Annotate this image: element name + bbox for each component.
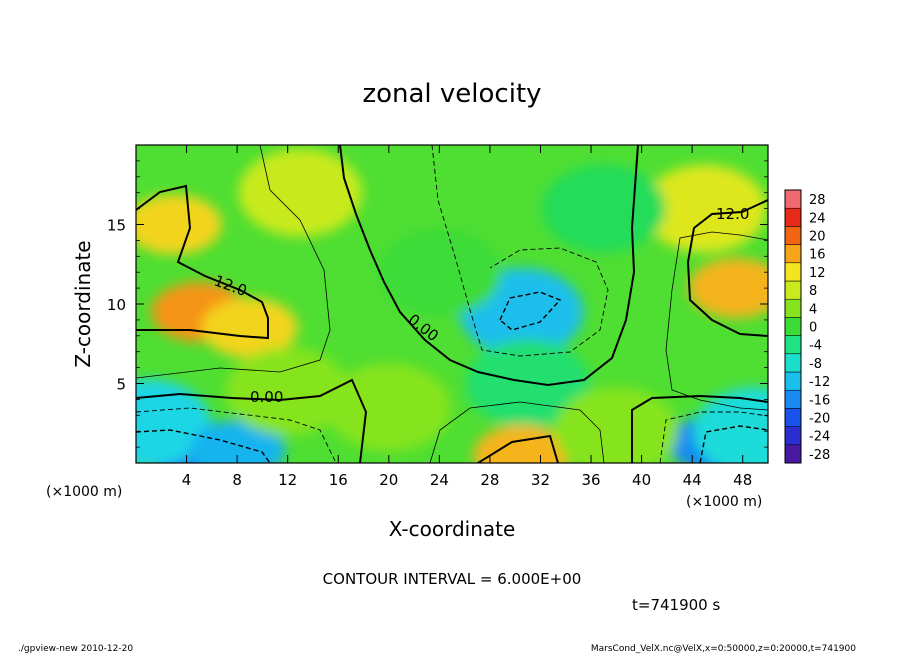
colorbar-segment xyxy=(784,389,802,409)
z-axis: 5 10 15 xyxy=(107,160,768,448)
contour-6-right xyxy=(665,231,768,411)
colorbar-tick-label: -8 xyxy=(809,357,822,372)
footer-right: MarsCond_VelX.nc@VelX,x=0:50000,z=0:2000… xyxy=(591,644,856,654)
colorbar-segment xyxy=(784,335,802,355)
field-feature-3 xyxy=(238,148,363,237)
x-tick-label: 4 xyxy=(182,471,192,489)
colorbar-frame xyxy=(784,189,802,464)
field-feature-18 xyxy=(541,164,666,253)
x-tick-label: 48 xyxy=(733,471,752,489)
colorbar-segment xyxy=(784,444,802,464)
colorbar-tick-label: 0 xyxy=(809,321,817,336)
contour-12-right xyxy=(686,199,768,337)
x-tick-label: 20 xyxy=(379,471,398,489)
x-axis-label: X-coordinate xyxy=(389,517,516,541)
field-feature-0 xyxy=(136,194,222,255)
colorbar-segment xyxy=(784,262,802,282)
field-feature-17 xyxy=(377,228,502,317)
colorbar-tick-label: -28 xyxy=(809,448,830,463)
x-tick-label: 8 xyxy=(232,471,242,489)
colorbar-segment xyxy=(784,408,802,427)
field-feature-2 xyxy=(201,297,298,358)
contour-neg6-center xyxy=(431,145,609,357)
field-feature-12 xyxy=(693,387,768,463)
colorbar-tick-label: -20 xyxy=(809,412,830,427)
colorbar: 28 24 20 16 12 8 4 0 -4 -8 -12 -16 -20 -24 -28 xyxy=(784,189,830,464)
contour-neg6-left xyxy=(136,407,337,463)
footer-left: ./gpview-new 2010-12-20 xyxy=(18,644,133,654)
contour-interval-text: CONTOUR INTERVAL = 6.000E+00 xyxy=(323,570,582,588)
x-tick-label: 28 xyxy=(480,471,499,489)
contour-6-left xyxy=(136,145,331,379)
time-text: t=741900 s xyxy=(632,596,720,614)
field-feature-5 xyxy=(465,339,590,428)
colorbar-segment xyxy=(784,371,802,391)
colorbar-segment xyxy=(784,207,802,227)
colorbar-segment xyxy=(784,226,802,245)
x-unit-left: (×1000 m) xyxy=(46,484,122,500)
colorbar-tick-label: 8 xyxy=(809,284,817,299)
x-tick-label: 32 xyxy=(531,471,550,489)
field-feature-13 xyxy=(473,425,570,463)
colorbar-tick-label: 24 xyxy=(809,211,826,226)
contour-label-0-lower: 0.00 xyxy=(250,388,283,406)
heatmap-field xyxy=(136,148,768,463)
contour-6-bottom xyxy=(429,401,605,463)
colorbar-segment xyxy=(784,426,802,446)
contour-neg6-right xyxy=(659,411,768,463)
colorbar-segment xyxy=(784,353,802,373)
colorbar-tick-label: -16 xyxy=(809,393,830,408)
colorbar-tick-label: -24 xyxy=(809,430,830,445)
colorbar-tick-label: -4 xyxy=(809,339,822,354)
field-feature-15 xyxy=(225,347,350,436)
contour-0-lower xyxy=(136,378,368,463)
colorbar-segment xyxy=(784,317,802,336)
y-axis-label: Z-coordinate xyxy=(71,240,95,367)
colorbar-tick-label: 16 xyxy=(809,248,826,263)
field-feature-7 xyxy=(642,164,767,253)
x-tick-label: 24 xyxy=(430,471,449,489)
contour-0-central xyxy=(339,145,639,387)
colorbar-segment xyxy=(784,244,802,264)
x-tick-label: 36 xyxy=(581,471,600,489)
contour-lines xyxy=(136,145,768,463)
colorbar-tick-label: 28 xyxy=(809,193,826,208)
chart-title: zonal velocity xyxy=(362,79,541,109)
colorbar-segment xyxy=(784,189,802,209)
field-feature-14 xyxy=(326,363,451,452)
colorbar-segment xyxy=(784,298,802,318)
contour-0-bottom-middle xyxy=(477,434,559,463)
colorbar-segment xyxy=(784,280,802,300)
x-tick-label: 16 xyxy=(329,471,348,489)
z-tick-label: 15 xyxy=(107,217,126,235)
colorbar-tick-label: 4 xyxy=(809,302,817,317)
contour-neg12-center xyxy=(499,291,562,331)
x-tick-label: 40 xyxy=(632,471,651,489)
z-tick-label: 10 xyxy=(107,296,126,314)
plot-area xyxy=(136,145,768,463)
x-tick-label: 44 xyxy=(683,471,702,489)
colorbar-tick-label: 12 xyxy=(809,266,826,281)
contour-12-left xyxy=(136,184,269,340)
x-tick-label: 12 xyxy=(278,471,297,489)
colorbar-tick-label: -12 xyxy=(809,375,830,390)
z-tick-label: 5 xyxy=(116,376,126,394)
contour-neg12-right xyxy=(699,425,768,463)
x-axis: 4 8 12 16 20 24 28 32 36 40 44 48 xyxy=(182,145,752,489)
contour-0-bottom-right xyxy=(631,394,768,463)
x-unit-right: (×1000 m) xyxy=(686,494,762,510)
contour-label-12-right: 12.0 xyxy=(716,205,749,223)
field-feature-16 xyxy=(554,387,679,463)
colorbar-tick-label: 20 xyxy=(809,230,826,245)
field-feature-6 xyxy=(688,258,768,319)
